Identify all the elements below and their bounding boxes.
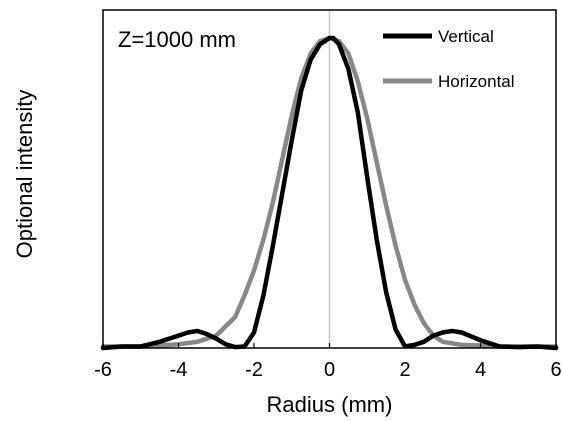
legend-label-vertical: Vertical [438,27,494,46]
y-axis-title: Optional intensity [12,90,37,259]
z-annotation: Z=1000 mm [118,27,236,52]
x-tick-label: -2 [245,359,263,381]
x-tick-label: -6 [94,359,112,381]
x-tick-label: 2 [399,359,410,381]
x-tick-label: 0 [324,359,335,381]
series-line-vertical [100,35,559,351]
series-group [100,35,559,351]
x-tick-label: -4 [170,359,188,381]
legend-label-horizontal: Horizontal [438,72,515,91]
x-tick-group: -6 -4 -2 0 2 4 6 [94,343,562,381]
x-tick-label: 4 [475,359,486,381]
x-axis-title: Radius (mm) [267,392,393,417]
legend: Vertical Horizontal [383,27,515,91]
x-tick-label: 6 [550,359,561,381]
